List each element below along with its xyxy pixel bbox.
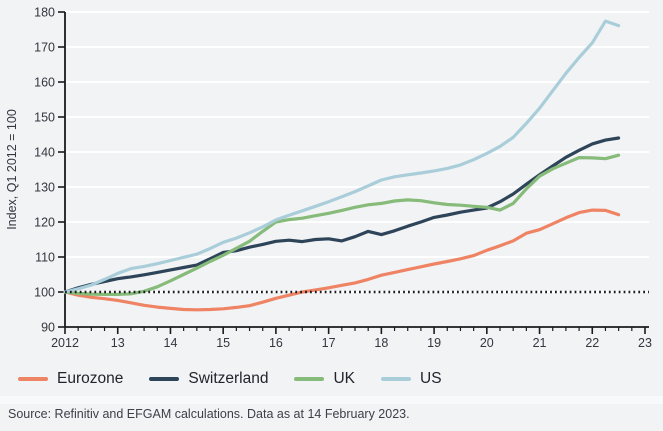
- y-tick-label: 160: [34, 75, 55, 89]
- y-tick-label: 120: [34, 215, 55, 229]
- series-line-eurozone: [63, 208, 621, 312]
- series-line-uk: [63, 153, 621, 296]
- y-axis-title: Index, Q1 2012 = 100: [5, 109, 19, 230]
- chart-legend: Eurozone Switzerland UK US: [18, 371, 442, 387]
- legend-item-uk: UK: [294, 371, 355, 387]
- y-tick-label: 180: [34, 5, 55, 19]
- y-tick-label: 140: [34, 145, 55, 159]
- series-line-us: [63, 19, 621, 294]
- legend-label: UK: [333, 370, 356, 387]
- x-tick-label: 20: [480, 336, 494, 350]
- x-tick-label: 22: [585, 336, 599, 350]
- legend-swatch-us: [381, 376, 412, 381]
- legend-label: Eurozone: [57, 370, 124, 387]
- legend-swatch-switzerland: [149, 376, 180, 381]
- legend-swatch-uk: [294, 376, 325, 381]
- chart-area: 90 100 110 120 130 140 150 160 170 180 2012 13 14 15 1…: [5, 5, 652, 350]
- series-line-switzerland: [63, 136, 621, 294]
- price-index-line-chart: 90 100 110 120 130 140 150 160 170 180 2012 13 14 15 1…: [5, 5, 652, 350]
- legend-item-us: US: [381, 371, 442, 387]
- x-tick-label: 23: [638, 336, 652, 350]
- x-tick-label: 19: [427, 336, 441, 350]
- legend-swatch-eurozone: [18, 376, 48, 381]
- legend-item-eurozone: Eurozone: [18, 371, 123, 387]
- x-tick-label: 21: [533, 336, 547, 350]
- y-tick-label: 90: [41, 320, 55, 334]
- y-tick-label: 150: [34, 110, 55, 124]
- x-tick-label: 18: [374, 336, 388, 350]
- y-tick-label: 110: [35, 250, 55, 264]
- x-tick-label: 16: [269, 336, 283, 350]
- y-tick-label: 130: [34, 180, 55, 194]
- x-tick-label: 17: [322, 336, 336, 350]
- x-tick-label: 13: [111, 336, 125, 350]
- x-tick-label: 14: [164, 336, 178, 350]
- x-tick-label: 15: [216, 336, 230, 350]
- y-tick-label: 100: [34, 285, 55, 299]
- source-note: Source: Refinitiv and EFGAM calculations…: [8, 407, 410, 421]
- x-tick-label: 2012: [51, 336, 79, 350]
- legend-label: Switzerland: [188, 370, 269, 387]
- y-tick-label: 170: [34, 40, 55, 54]
- divider-band: [0, 396, 663, 404]
- legend-item-switzerland: Switzerland: [149, 371, 268, 387]
- legend-label: US: [420, 370, 442, 387]
